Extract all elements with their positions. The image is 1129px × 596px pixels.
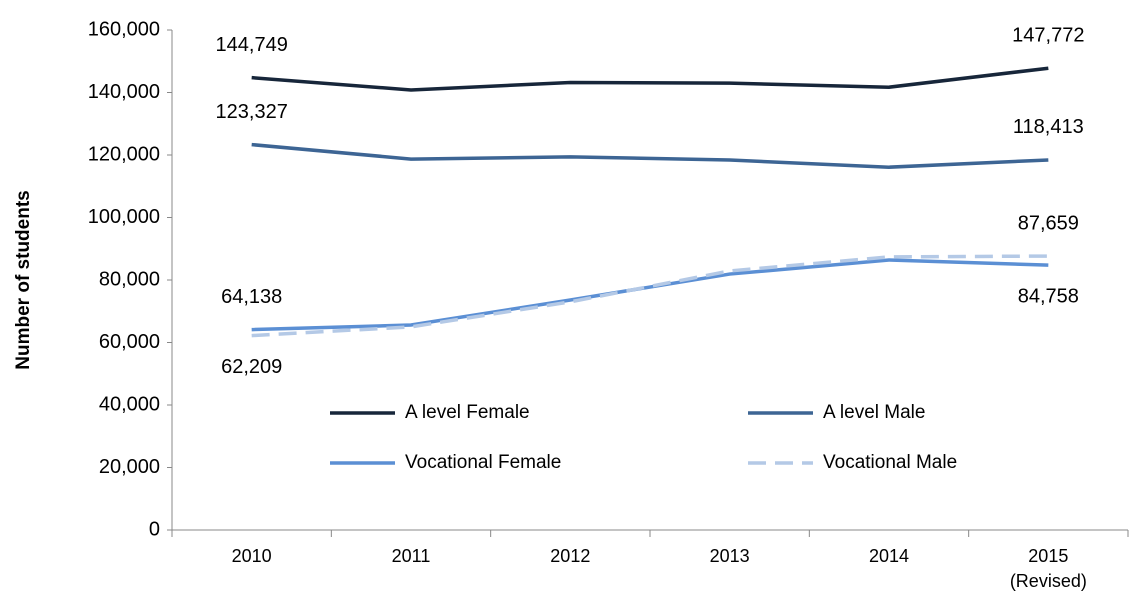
y-tick-label: 140,000 — [88, 81, 160, 103]
x-tick-label: 2010 — [232, 546, 272, 566]
series-line — [251, 66, 1049, 92]
data-label: 64,138 — [221, 286, 282, 308]
data-label: 84,758 — [1018, 285, 1079, 307]
x-tick-label: 2014 — [869, 546, 909, 566]
y-axis-label: Number of students — [13, 190, 34, 369]
legend-label: Vocational Female — [405, 452, 561, 473]
legend-label: A level Female — [405, 402, 530, 423]
series-line — [251, 258, 1049, 332]
data-label: 144,749 — [216, 34, 288, 56]
data-label: 62,209 — [221, 356, 282, 378]
x-tick-label: 2012 — [550, 546, 590, 566]
y-tick-label: 100,000 — [88, 206, 160, 228]
y-tick-label: 40,000 — [99, 393, 160, 415]
y-tick-label: 20,000 — [99, 456, 160, 478]
data-label: 87,659 — [1018, 212, 1079, 234]
y-tick-label: 160,000 — [88, 18, 160, 40]
y-tick-label: 0 — [149, 518, 160, 540]
y-tick-label: 120,000 — [88, 143, 160, 165]
x-tick-label: 2015 (Revised) — [1010, 546, 1087, 591]
series-line — [251, 254, 1049, 338]
y-tick-label: 80,000 — [99, 268, 160, 290]
legend-label: A level Male — [823, 402, 925, 423]
data-label: 123,327 — [216, 101, 288, 123]
data-label: 118,413 — [1013, 116, 1084, 138]
data-label: 147,772 — [1012, 24, 1084, 46]
series-line — [251, 142, 1049, 169]
y-tick-label: 60,000 — [99, 331, 160, 353]
x-tick-label: 2011 — [392, 546, 431, 566]
x-tick-label: 2013 — [710, 546, 750, 566]
legend-label: Vocational Male — [823, 452, 957, 473]
